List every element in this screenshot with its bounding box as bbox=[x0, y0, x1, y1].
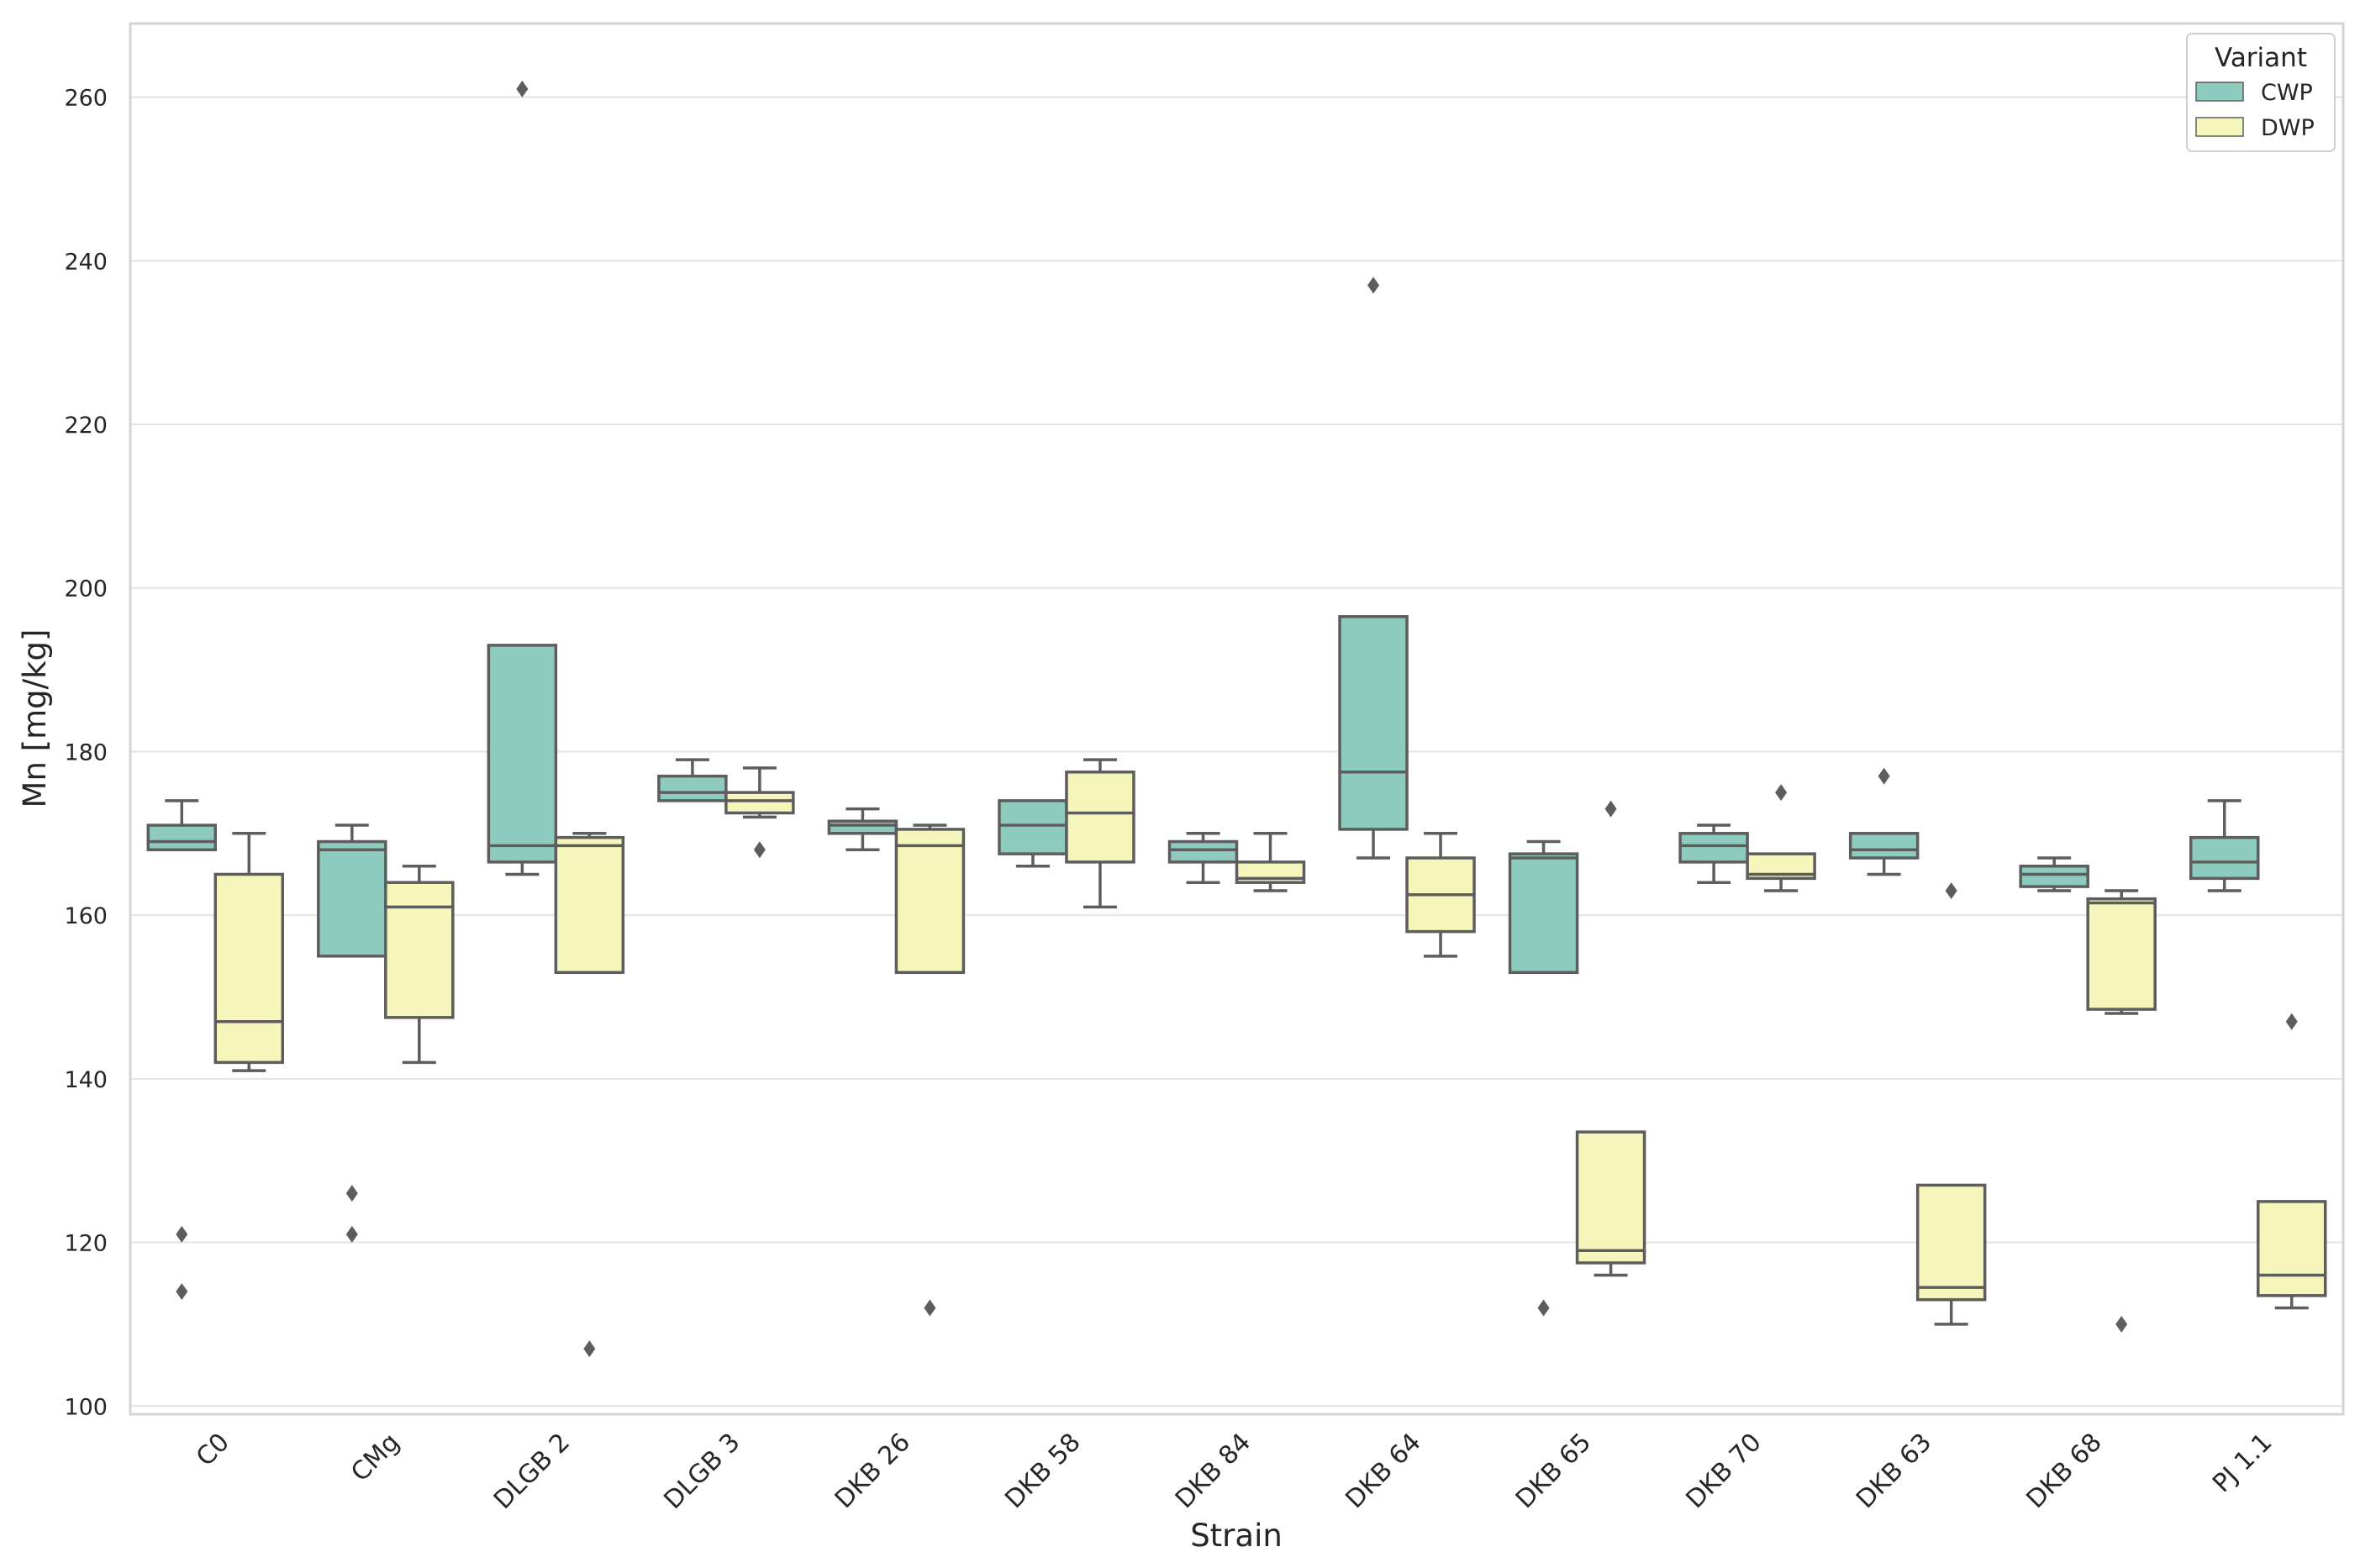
outlier-point bbox=[1878, 767, 1890, 785]
y-tick-label: 240 bbox=[64, 249, 108, 275]
box-dwp bbox=[554, 832, 625, 1358]
box-dwp bbox=[1915, 881, 1987, 1326]
box-iqr bbox=[657, 774, 728, 802]
outlier-point bbox=[345, 1185, 358, 1202]
y-axis-ticks: 100 120 140 160 180 200 220 240 260 bbox=[64, 86, 108, 1421]
box-iqr bbox=[384, 881, 455, 1019]
boxes bbox=[146, 80, 2327, 1358]
box-iqr bbox=[1167, 839, 1239, 864]
box-iqr bbox=[998, 799, 1068, 855]
box-iqr bbox=[487, 644, 558, 864]
box-cwp bbox=[1508, 839, 1579, 1317]
box-cwp bbox=[657, 758, 728, 802]
box-cwp bbox=[2019, 856, 2089, 892]
box-iqr bbox=[894, 828, 966, 975]
box-dwp bbox=[1405, 832, 1476, 958]
box-iqr bbox=[1915, 1183, 1987, 1302]
box-iqr bbox=[317, 839, 387, 958]
box-cwp bbox=[1338, 276, 1409, 860]
box-dwp bbox=[1065, 758, 1135, 909]
box-iqr bbox=[213, 872, 285, 1065]
box-iqr bbox=[146, 823, 218, 852]
box-dwp bbox=[1746, 784, 1816, 892]
y-tick-label: 100 bbox=[64, 1394, 108, 1420]
y-tick-label: 140 bbox=[64, 1067, 108, 1093]
box-iqr bbox=[554, 835, 625, 975]
box-cwp bbox=[2189, 799, 2260, 892]
y-tick-label: 120 bbox=[64, 1231, 108, 1257]
outlier-point bbox=[1945, 881, 1957, 899]
box-dwp bbox=[384, 864, 455, 1065]
box-cwp bbox=[146, 799, 218, 1300]
box-dwp bbox=[1575, 800, 1646, 1277]
y-tick-label: 180 bbox=[64, 739, 108, 766]
y-tick-label: 160 bbox=[64, 903, 108, 929]
plot-area bbox=[130, 24, 2343, 1414]
outlier-point bbox=[516, 80, 529, 97]
box-iqr bbox=[2019, 864, 2089, 888]
box-iqr bbox=[724, 791, 795, 815]
box-iqr bbox=[1338, 615, 1409, 831]
outlier-point bbox=[2285, 1013, 2298, 1030]
outlier-point bbox=[924, 1299, 936, 1317]
box-dwp bbox=[2086, 889, 2157, 1333]
box-dwp bbox=[724, 766, 795, 859]
y-tick-label: 220 bbox=[64, 413, 108, 439]
box-iqr bbox=[827, 819, 898, 835]
box-iqr bbox=[1575, 1130, 1646, 1265]
box-iqr bbox=[2256, 1200, 2327, 1297]
y-gridlines bbox=[130, 96, 2343, 1408]
outlier-point bbox=[1775, 784, 1788, 802]
box-cwp bbox=[1167, 832, 1239, 884]
outlier-point bbox=[176, 1225, 188, 1243]
y-tick-label: 260 bbox=[64, 86, 108, 112]
legend-swatch-dwp bbox=[2195, 117, 2244, 137]
outlier-point bbox=[345, 1225, 358, 1243]
box-dwp bbox=[2256, 1013, 2327, 1310]
box-dwp bbox=[213, 832, 285, 1072]
box-cwp bbox=[487, 80, 558, 876]
box-dwp bbox=[1235, 832, 1306, 892]
outlier-point bbox=[1604, 800, 1617, 818]
outlier-point bbox=[1537, 1299, 1550, 1317]
legend-label-dwp: DWP bbox=[2261, 115, 2315, 141]
box-iqr bbox=[1848, 832, 1920, 860]
box-cwp bbox=[827, 807, 898, 852]
box-cwp bbox=[1678, 823, 1749, 884]
box-cwp bbox=[317, 823, 387, 1243]
outlier-point bbox=[1367, 276, 1380, 294]
box-iqr bbox=[1065, 771, 1135, 864]
legend: Variant CWP DWP bbox=[2186, 33, 2336, 152]
y-axis-title: Mn [mg/kg] bbox=[17, 629, 53, 808]
legend-swatch-cwp bbox=[2195, 82, 2244, 102]
x-axis-title: Strain bbox=[1190, 1518, 1283, 1554]
box-dwp bbox=[894, 823, 966, 1317]
box-iqr bbox=[1678, 832, 1749, 864]
box-iqr bbox=[2086, 897, 2157, 1011]
legend-title: Variant bbox=[2215, 43, 2307, 73]
box-cwp bbox=[1848, 767, 1920, 876]
outlier-point bbox=[176, 1282, 188, 1300]
box-iqr bbox=[1508, 852, 1579, 975]
outlier-point bbox=[2115, 1315, 2128, 1333]
outlier-point bbox=[753, 841, 766, 859]
box-iqr bbox=[2189, 835, 2260, 881]
plot-frame-border bbox=[129, 22, 2345, 1416]
outlier-point bbox=[583, 1340, 596, 1358]
y-tick-label: 200 bbox=[64, 576, 108, 602]
legend-label-cwp: CWP bbox=[2261, 80, 2313, 106]
